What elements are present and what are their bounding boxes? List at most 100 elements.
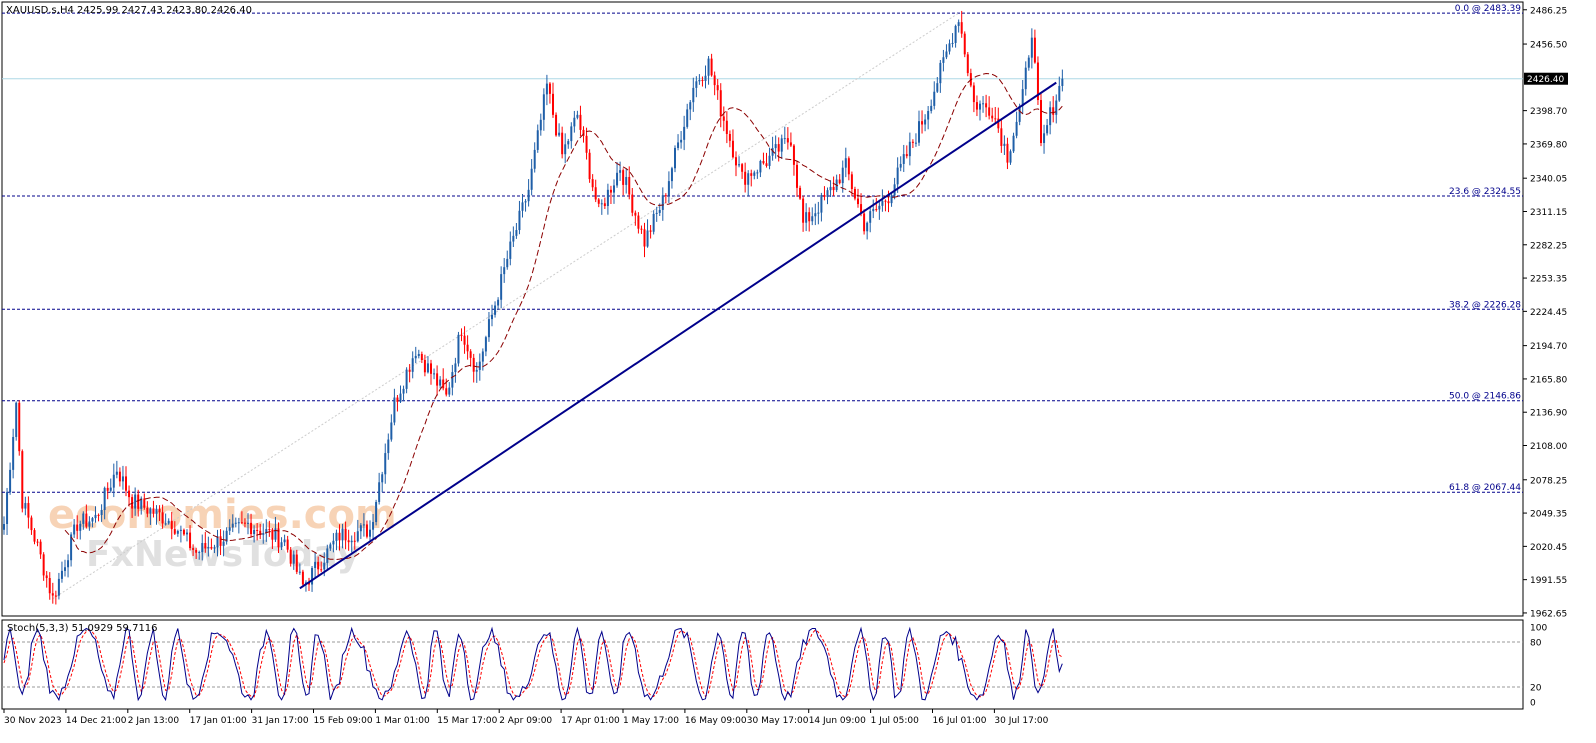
candle-body [561, 132, 564, 155]
candle [487, 311, 490, 342]
candle-body [826, 190, 829, 197]
candle-body [54, 595, 57, 597]
candle [646, 219, 649, 248]
candle-body [945, 51, 948, 58]
candle-body [652, 213, 655, 232]
candle [356, 519, 359, 543]
candle [280, 537, 283, 551]
candle-body [707, 58, 710, 76]
candle-body [359, 525, 362, 532]
candle-body [33, 530, 36, 542]
candle [524, 199, 527, 212]
candle [213, 544, 216, 554]
candle-body [735, 157, 737, 166]
candle [167, 518, 170, 525]
candle [353, 532, 356, 550]
candle [707, 56, 710, 85]
candle-body [744, 171, 747, 185]
candle [783, 126, 786, 144]
stochastic-oscillator: 100 80 20 0 [2, 624, 1547, 709]
candle-body [765, 163, 768, 166]
candle [417, 349, 420, 359]
candle [430, 359, 432, 385]
candle-body [36, 541, 39, 543]
candle-body [512, 235, 515, 242]
candle [283, 534, 286, 547]
candle [777, 137, 780, 162]
candle-body [713, 75, 716, 86]
candle-body [857, 198, 859, 205]
candle-body [918, 121, 920, 143]
candle [579, 105, 582, 137]
trendline-layer[interactable] [299, 81, 1057, 590]
candle-body [24, 503, 27, 509]
fib-diagonal [52, 12, 959, 600]
candle-body [179, 529, 182, 531]
candle-body [289, 549, 292, 564]
candle-body [277, 528, 280, 548]
current-price-box [1524, 72, 1568, 85]
candle-body [1061, 78, 1064, 86]
candle-body [308, 582, 310, 585]
candle [393, 388, 396, 426]
candle [869, 207, 872, 233]
candle [48, 572, 51, 600]
candle [637, 212, 640, 234]
candle-body [570, 126, 573, 142]
candle [451, 364, 454, 396]
candle [91, 516, 94, 528]
candle [911, 139, 914, 148]
candle-body [228, 527, 231, 531]
candle-body [365, 524, 368, 537]
moving-average-line [64, 72, 1063, 561]
stoch-main-line [3, 626, 1063, 702]
fib-level-label: 50.0 @ 2146.86 [1449, 392, 1521, 402]
candle [512, 226, 515, 248]
candle-body [88, 521, 91, 527]
candle [18, 400, 21, 456]
candle-body [451, 372, 454, 388]
candle [722, 106, 725, 132]
candle [878, 199, 881, 220]
candle-body [155, 508, 158, 514]
candle-body [530, 168, 533, 190]
candle-body [649, 230, 652, 232]
candle [173, 521, 176, 535]
candle [674, 145, 676, 173]
candle-body [622, 170, 625, 185]
candle [805, 203, 808, 232]
candle [219, 529, 222, 556]
candle [497, 297, 500, 310]
candle [796, 161, 798, 197]
support-trendline[interactable] [299, 81, 1057, 590]
candle-body [240, 522, 243, 524]
candle [704, 65, 707, 89]
candle [118, 467, 121, 487]
candle [301, 569, 304, 588]
candle [771, 136, 774, 161]
candle [914, 133, 917, 147]
candle [161, 504, 164, 529]
candle [82, 511, 85, 530]
candle [985, 94, 988, 118]
candle [472, 353, 475, 383]
candle [750, 169, 753, 187]
candle-body [1024, 67, 1027, 90]
candle [45, 571, 48, 588]
candle-body [719, 90, 722, 117]
candle-body [1006, 143, 1009, 163]
candle [33, 528, 36, 545]
candle-body [1046, 125, 1049, 134]
candle [439, 376, 442, 389]
candle [966, 51, 969, 77]
candle [271, 527, 274, 549]
candle-body [674, 147, 676, 169]
candle-body [442, 379, 445, 389]
candle-body [362, 524, 365, 526]
candle-body [1003, 143, 1006, 146]
candle [225, 527, 228, 545]
candle-body [698, 80, 701, 82]
candle-body [436, 373, 439, 386]
candle [774, 135, 777, 159]
